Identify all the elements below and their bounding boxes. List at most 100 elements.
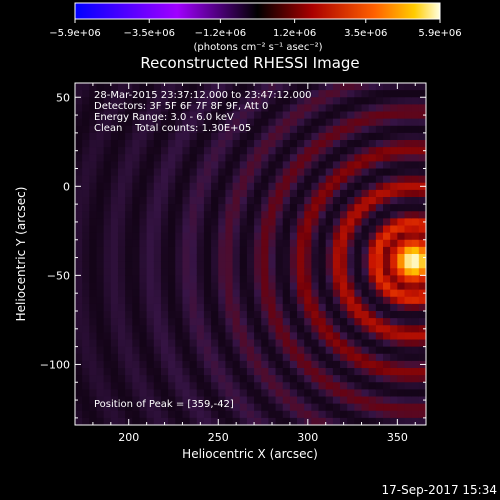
x-tick-label: 250 [208,431,229,444]
heatmap-cell [347,396,355,405]
heatmap-cell [153,168,162,177]
heatmap-cell [125,396,133,405]
heatmap-cell [139,90,148,98]
heatmap-cell [347,175,355,184]
heatmap-cell [246,382,255,390]
heatmap-cell [390,382,398,390]
heatmap-cell [332,132,341,141]
heatmap-cell [254,182,262,191]
heatmap-cell [96,246,105,255]
heatmap-cell [347,403,355,412]
heatmap-cell [289,218,298,227]
heatmap-cell [304,154,312,162]
heatmap-cell [103,382,112,390]
heatmap-cell [189,104,198,113]
heatmap-cell [196,275,205,284]
heatmap-cell [168,368,176,376]
heatmap-cell [117,132,126,141]
heatmap-cell [189,353,198,362]
heatmap-cell [182,197,191,205]
heatmap-cell [347,83,355,91]
heatmap-cell [203,97,212,105]
heatmap-cell [261,410,270,419]
heatmap-cell [211,161,219,170]
x-tick-label: 350 [387,431,408,444]
heatmap-cell [225,104,234,113]
heatmap-cell [153,303,162,312]
heatmap-cell [196,282,205,291]
heatmap-cell [196,168,205,177]
heatmap-cell [368,125,377,134]
heatmap-cell [383,261,391,269]
heatmap-cell [89,389,98,398]
heatmap-cell [368,303,377,312]
heatmap-cell [418,275,426,284]
heatmap-cell [311,111,320,120]
heatmap-cell [304,125,312,134]
heatmap-cell [375,246,384,255]
heatmap-cell [96,104,105,113]
heatmap-cell [361,104,370,113]
heatmap-cell [218,403,227,412]
heatmap-cell [225,168,234,177]
heatmap-cell [332,261,341,269]
heatmap-cell [232,368,241,376]
heatmap-cell [404,275,413,284]
heatmap-cell [239,161,248,170]
heatmap-cell [182,218,191,227]
heatmap-cell [411,132,420,141]
heatmap-cell [275,360,284,369]
heatmap-cell [297,168,305,177]
heatmap-cell [110,353,119,362]
heatmap-cell [254,353,262,362]
heatmap-cell [390,311,398,319]
heatmap-cell [239,403,248,412]
heatmap-cell [390,396,398,405]
heatmap-cell [82,197,90,205]
heatmap-cell [254,197,262,205]
heatmap-cell [246,204,255,212]
heatmap-cell [117,325,126,333]
heatmap-cell [340,161,348,170]
heatmap-cell [103,375,112,383]
heatmap-cell [146,339,155,348]
heatmap-cell [411,311,420,319]
heatmap-cell [153,104,162,113]
heatmap-cell [397,83,406,91]
heatmap-cell [139,161,148,170]
heatmap-cell [347,346,355,355]
heatmap-cell [354,90,363,98]
heatmap-cell [297,339,305,348]
heatmap-cell [368,161,377,170]
heatmap-cell [196,140,205,148]
heatmap-cell [275,104,284,113]
heatmap-cell [261,161,270,170]
heatmap-cell [132,175,141,184]
heatmap-cell [168,410,176,419]
heatmap-cell [103,410,112,419]
heatmap-cell [275,368,284,376]
heatmap-cell [125,339,133,348]
heatmap-cell [297,296,305,305]
heatmap-cell [168,375,176,383]
heatmap-cell [297,353,305,362]
heatmap-cell [311,353,320,362]
heatmap-cell [168,104,176,113]
heatmap-cell [397,296,406,305]
heatmap-cell [404,389,413,398]
heatmap-cell [390,303,398,312]
heatmap-cell [182,360,191,369]
heatmap-cell [332,189,341,198]
colorbar-tick-label: 3.5e+06 [344,28,387,39]
heatmap-cell [275,375,284,383]
heatmap-cell [354,375,363,383]
heatmap-cell [211,197,219,205]
heatmap-cell [282,389,291,398]
heatmap-cell [246,175,255,184]
heatmap-cell [361,396,370,405]
heatmap-cell [418,403,426,412]
heatmap-cell [132,417,141,425]
heatmap-cell [361,303,370,312]
heatmap-cell [411,368,420,376]
heatmap-cell [160,168,169,177]
